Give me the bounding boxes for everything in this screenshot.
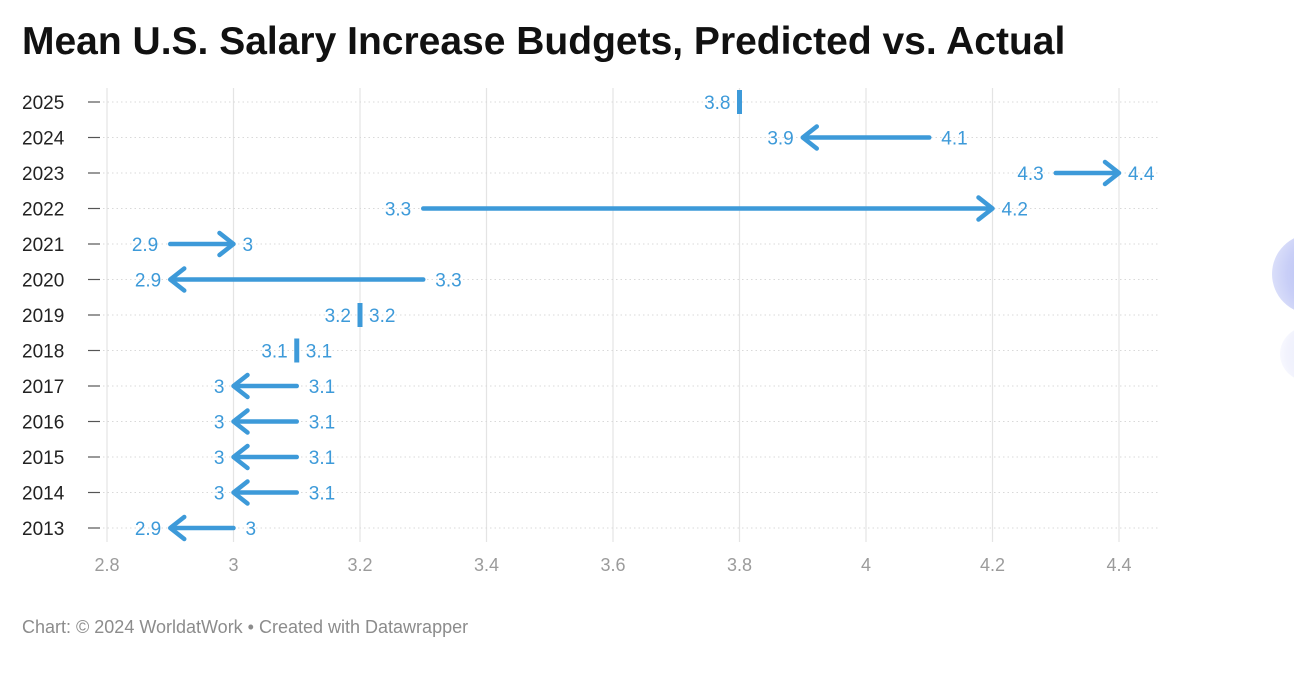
floating-widget-shadow — [1280, 326, 1294, 382]
x-tick-label: 3 — [228, 555, 238, 575]
end-value-label: 3.1 — [306, 342, 332, 363]
start-value-label: 4.3 — [1017, 164, 1043, 185]
end-value-label: 2.9 — [135, 519, 161, 540]
start-value-label: 3.1 — [309, 448, 335, 469]
end-value-label: 3.2 — [369, 306, 395, 327]
start-value-label: 3.1 — [261, 342, 287, 363]
end-value-label: 3 — [214, 484, 225, 505]
year-label: 2014 — [22, 484, 65, 505]
start-value-label: 3.1 — [309, 484, 335, 505]
end-value-label: 3 — [214, 377, 225, 398]
start-value-label: 3.3 — [385, 200, 411, 221]
start-value-label: 3.1 — [309, 413, 335, 434]
x-tick-label: 4.2 — [980, 555, 1005, 575]
arrow-head — [800, 124, 819, 151]
start-value-label: 3.3 — [435, 271, 461, 292]
end-value-label: 4.2 — [1002, 200, 1028, 221]
year-label: 2020 — [22, 271, 64, 292]
floating-widget-icon[interactable] — [1272, 234, 1294, 314]
year-label: 2021 — [22, 235, 64, 256]
year-label: 2019 — [22, 306, 64, 327]
year-label: 2016 — [22, 413, 64, 434]
end-value-label: 2.9 — [135, 271, 161, 292]
arrow-head — [168, 266, 187, 293]
year-label: 2023 — [22, 164, 64, 185]
start-value-label: 3 — [246, 519, 257, 540]
x-tick-label: 3.8 — [727, 555, 752, 575]
end-value-label: 3 — [214, 448, 225, 469]
x-tick-label: 4 — [861, 555, 871, 575]
end-value-label: 3 — [214, 413, 225, 434]
arrow-head — [231, 372, 250, 400]
arrow-head — [231, 408, 250, 435]
end-value-label: 3 — [243, 235, 254, 256]
arrow-head — [976, 195, 995, 222]
x-tick-label: 3.2 — [347, 555, 372, 575]
chart-footer: Chart: © 2024 WorldatWork • Created with… — [22, 617, 469, 637]
grid-layer: 2.8 3 3.2 3.4 3.6 3.8 4 4.2 4.4 2025 2024 2023 2022 2… — [22, 88, 1160, 575]
x-tick-label: 4.4 — [1106, 555, 1131, 575]
start-value-label: 3.8 — [704, 93, 730, 114]
marks-layer: 3.8 4.1 3.9 4.3 4.4 3.3 4.2 2.9 3 3.3 2.9 3.2 3.2 3.1… — [132, 90, 1155, 542]
end-value-label: 3.9 — [767, 129, 793, 150]
year-label: 2017 — [22, 377, 64, 398]
arrow-head — [1102, 159, 1122, 187]
chart-title: Mean U.S. Salary Increase Budgets, Predi… — [22, 20, 1066, 63]
arrow-head — [231, 443, 250, 471]
start-value-label: 3.1 — [309, 377, 335, 398]
year-label: 2013 — [22, 519, 64, 540]
x-tick-label: 2.8 — [94, 555, 119, 575]
year-label: 2018 — [22, 342, 64, 363]
start-value-label: 4.1 — [941, 129, 967, 150]
start-value-label: 3.2 — [325, 306, 351, 327]
year-label: 2022 — [22, 200, 64, 221]
year-label: 2025 — [22, 93, 64, 114]
arrow-head — [231, 479, 250, 506]
year-label: 2015 — [22, 448, 64, 469]
x-tick-label: 3.6 — [600, 555, 625, 575]
year-label: 2024 — [22, 129, 65, 150]
arrow-head — [168, 514, 187, 542]
start-value-label: 2.9 — [132, 235, 158, 256]
x-tick-label: 3.4 — [474, 555, 499, 575]
arrow-head — [217, 230, 236, 258]
end-value-label: 4.4 — [1128, 164, 1155, 185]
